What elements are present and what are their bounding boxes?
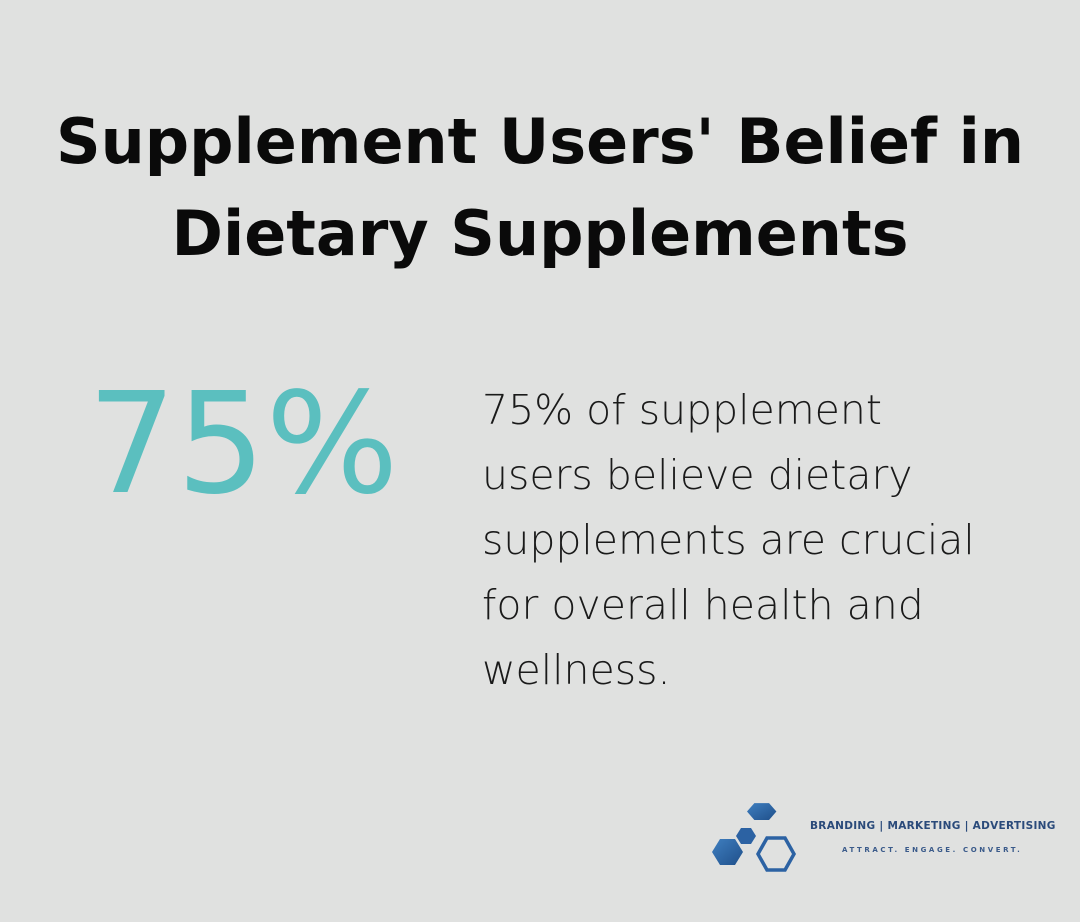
page-title: Supplement Users' Belief in Dietary Supp…	[0, 96, 1080, 280]
hexagon-cluster-icon	[712, 803, 797, 872]
stat-description: 75% of supplement users believe dietary …	[482, 378, 1042, 703]
stat-description-line: supplements are crucial	[482, 516, 975, 564]
stat-description-line: users believe dietary	[482, 451, 913, 499]
brand-logo: BRANDING | MARKETING | ADVERTISING ATTRA…	[708, 800, 1055, 890]
stat-description-line: wellness.	[482, 646, 671, 694]
stat-description-line: 75% of supplement	[482, 386, 882, 434]
brand-line: BRANDING | MARKETING | ADVERTISING	[810, 820, 1056, 832]
brand-tagline: ATTRACT. ENGAGE. CONVERT.	[842, 846, 1023, 854]
stat-value: 75%	[87, 363, 399, 526]
stat-description-line: for overall health and	[482, 581, 924, 629]
title-line-2: Dietary Supplements	[171, 197, 909, 270]
title-line-1: Supplement Users' Belief in	[55, 105, 1025, 178]
